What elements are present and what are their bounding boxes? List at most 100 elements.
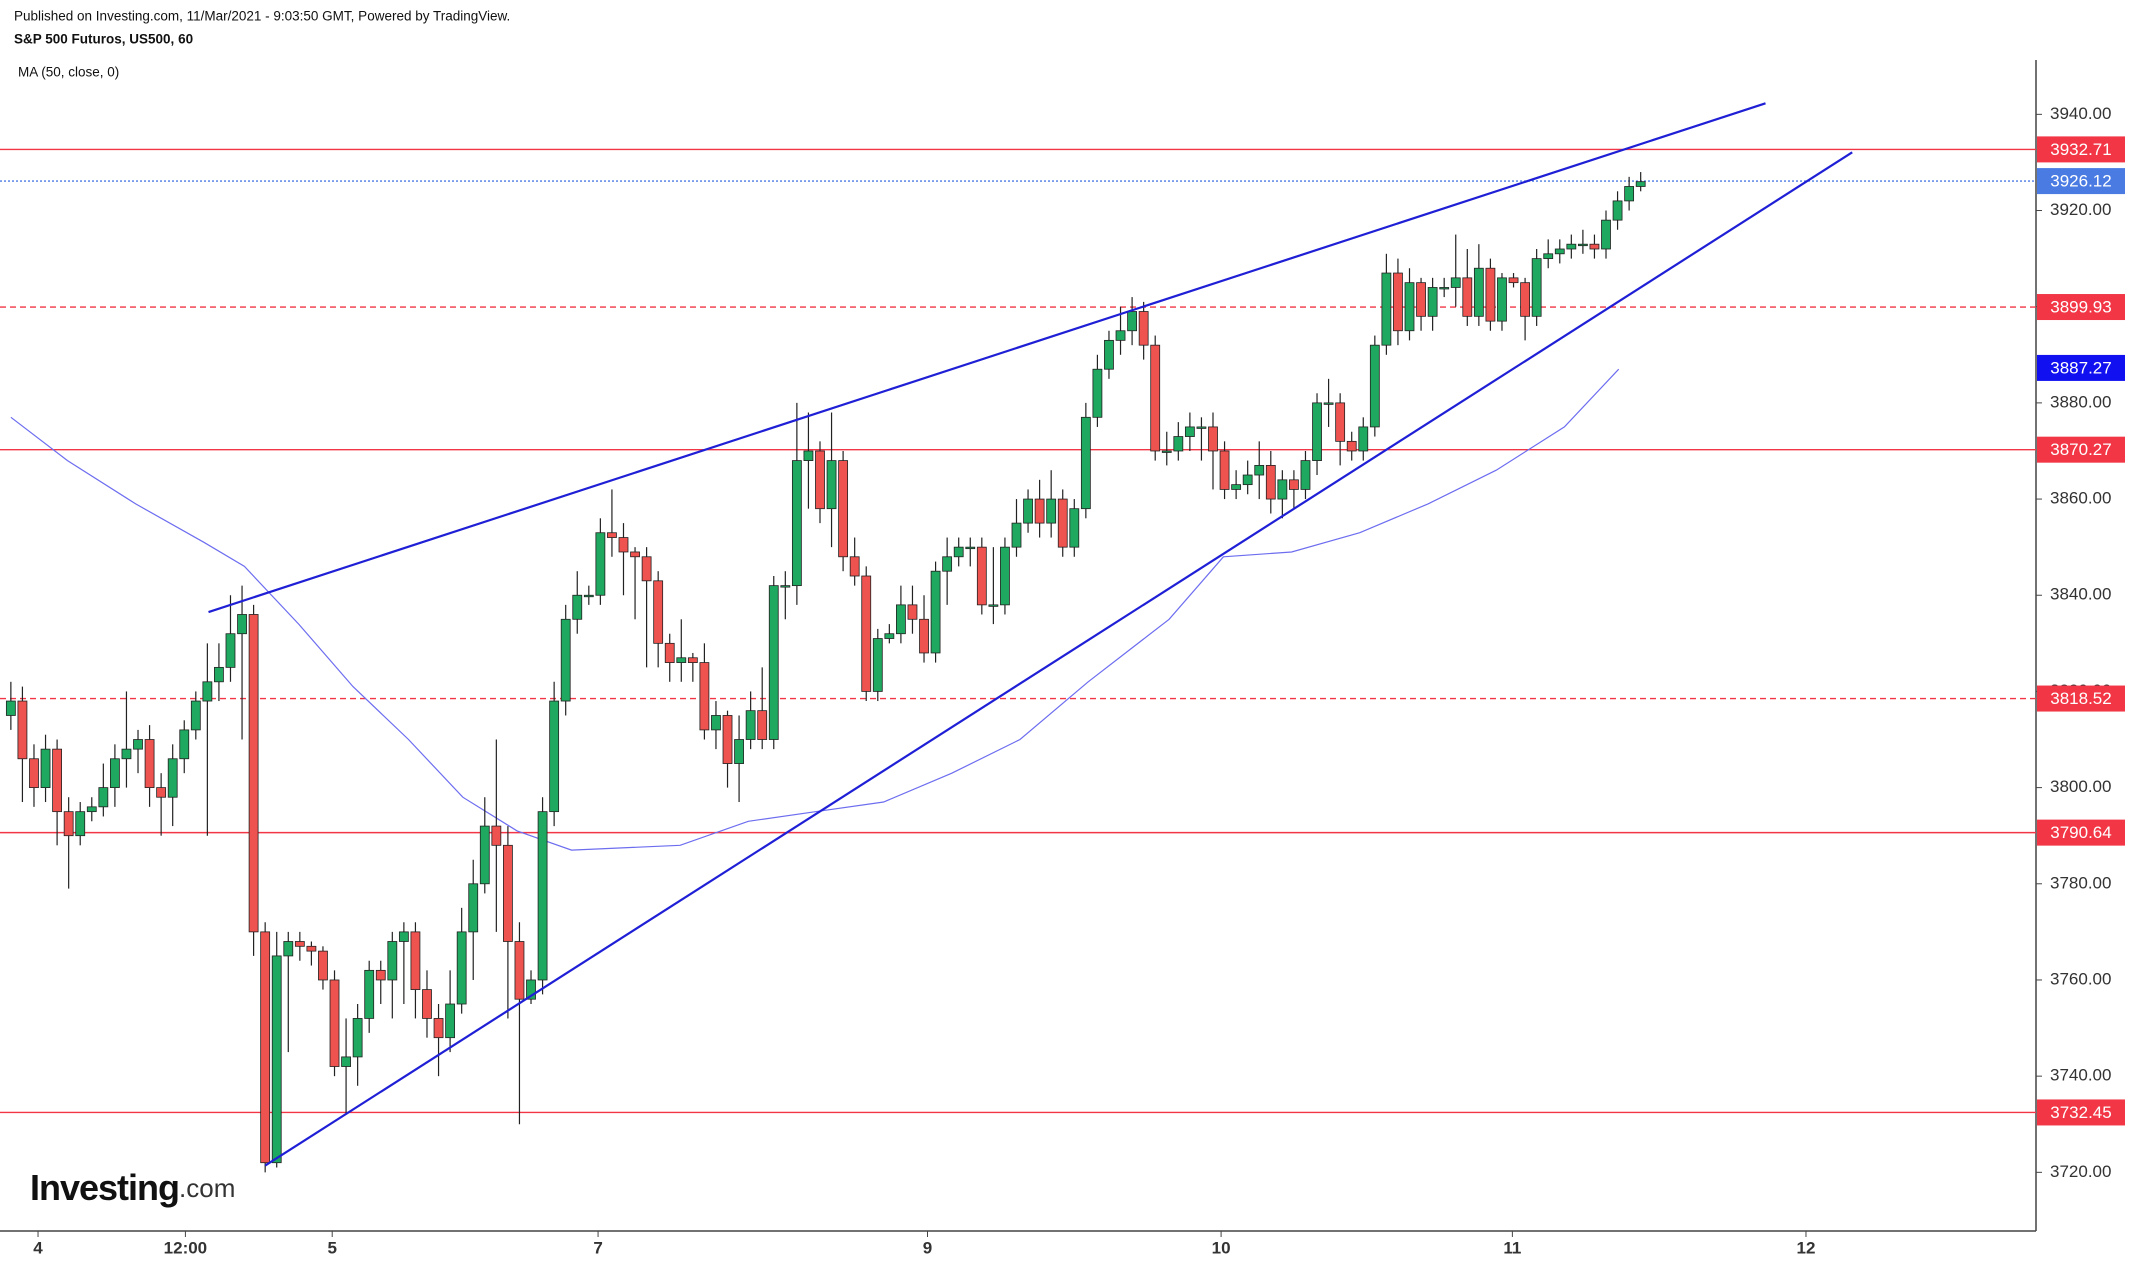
candle-body — [1566, 243, 1577, 250]
candle-body — [1184, 426, 1195, 437]
candle-body — [896, 604, 906, 635]
candle-body — [1161, 450, 1172, 453]
candle-body — [1127, 311, 1137, 332]
candle-body — [745, 710, 756, 740]
candle-body — [225, 633, 236, 668]
candle-body — [248, 614, 259, 933]
candle-body — [456, 931, 467, 1005]
y-tick-label: 3740.00 — [2050, 1066, 2111, 1085]
candle-body — [1104, 339, 1114, 370]
y-tick-label: 3860.00 — [2050, 489, 2111, 508]
candle-body — [572, 594, 583, 620]
candle-body — [907, 604, 918, 620]
candle-body — [780, 585, 791, 588]
candle-body — [167, 758, 178, 798]
candle-body — [1242, 474, 1253, 486]
candle-body — [711, 715, 721, 731]
candle-body — [52, 748, 63, 813]
candle-body — [433, 1018, 444, 1039]
price-label-box — [2037, 436, 2125, 463]
candle-body — [190, 700, 201, 731]
x-tick-label: 12:00 — [164, 1238, 207, 1257]
trend-line — [264, 151, 1853, 1167]
candle-body — [537, 811, 548, 981]
candle-body — [699, 662, 710, 731]
candle-body — [676, 657, 687, 663]
candle-body — [861, 575, 872, 692]
candle-body — [1427, 287, 1438, 317]
x-tick-label: 5 — [327, 1238, 336, 1257]
candle-body — [988, 604, 999, 607]
candle-body — [919, 618, 929, 654]
candle-body — [156, 787, 167, 798]
price-label: 3932.71 — [2050, 140, 2111, 159]
price-label-box — [2037, 685, 2125, 712]
candle-body — [1254, 465, 1265, 476]
y-tick-label: 3920.00 — [2050, 200, 2111, 219]
candle-body — [341, 1056, 351, 1067]
candle-body — [1554, 248, 1565, 255]
x-tick-label: 7 — [593, 1238, 602, 1257]
y-tick-label: 3800.00 — [2050, 777, 2111, 796]
price-label-box — [2037, 294, 2125, 321]
candle-body — [1173, 436, 1184, 452]
candle-body — [768, 585, 779, 740]
candle-body — [1381, 272, 1392, 346]
indicator-label: MA (50, close, 0) — [18, 65, 119, 80]
candle-body — [1011, 522, 1022, 548]
candle-body — [1231, 484, 1242, 490]
candle-body — [1473, 267, 1484, 317]
candle-body — [953, 546, 964, 558]
candle-body — [849, 556, 860, 577]
candle-body — [1196, 426, 1207, 429]
candle-body — [514, 941, 525, 1000]
candle-body — [468, 883, 479, 933]
price-label: 3926.12 — [2050, 172, 2111, 191]
candle-body — [1497, 277, 1507, 322]
candle-body — [1404, 282, 1415, 332]
candle-body — [1069, 508, 1080, 548]
candle-body — [734, 739, 744, 764]
candle-body — [1601, 219, 1611, 250]
candle-body — [179, 729, 190, 760]
candle-body — [1300, 460, 1311, 490]
x-tick-label: 12 — [1797, 1238, 1816, 1257]
candle-body — [641, 556, 652, 582]
candle-body — [630, 551, 640, 558]
candle-body — [1520, 282, 1530, 317]
x-tick-label: 11 — [1503, 1238, 1521, 1257]
published-note: Published on Investing.com, 11/Mar/2021 … — [14, 9, 510, 24]
candle-body — [583, 594, 594, 598]
candle-body — [422, 989, 432, 1019]
candle-body — [838, 460, 849, 558]
candle-body — [1057, 498, 1068, 548]
candle-body — [1624, 186, 1635, 202]
candle-body — [1335, 402, 1346, 442]
candle-body — [318, 950, 328, 981]
candle-body — [98, 787, 109, 808]
candle-body — [1612, 200, 1623, 221]
price-label: 3818.52 — [2050, 689, 2111, 708]
candle-body — [202, 681, 213, 702]
candle-body — [387, 941, 398, 981]
chart-title: S&P 500 Futuros, US500, 60 — [14, 32, 193, 47]
candle-body — [1450, 277, 1461, 288]
candle-body — [803, 450, 814, 461]
x-tick-label: 4 — [33, 1238, 43, 1257]
candle-body — [1138, 311, 1149, 346]
candle-body — [306, 945, 317, 952]
candle-body — [86, 806, 97, 813]
candle-body — [791, 460, 802, 587]
candle-body — [294, 941, 305, 947]
candle-body — [1543, 253, 1554, 260]
candle-body — [1289, 479, 1299, 490]
candle-body — [722, 715, 733, 764]
candle-body — [1115, 330, 1126, 341]
candle-body — [1416, 282, 1426, 317]
price-label: 3870.27 — [2050, 440, 2111, 459]
y-tick-label: 3760.00 — [2050, 969, 2111, 988]
candle-body — [1265, 465, 1276, 500]
candle-body — [1080, 416, 1091, 510]
candle-body — [965, 546, 976, 550]
candle-body — [375, 969, 386, 981]
